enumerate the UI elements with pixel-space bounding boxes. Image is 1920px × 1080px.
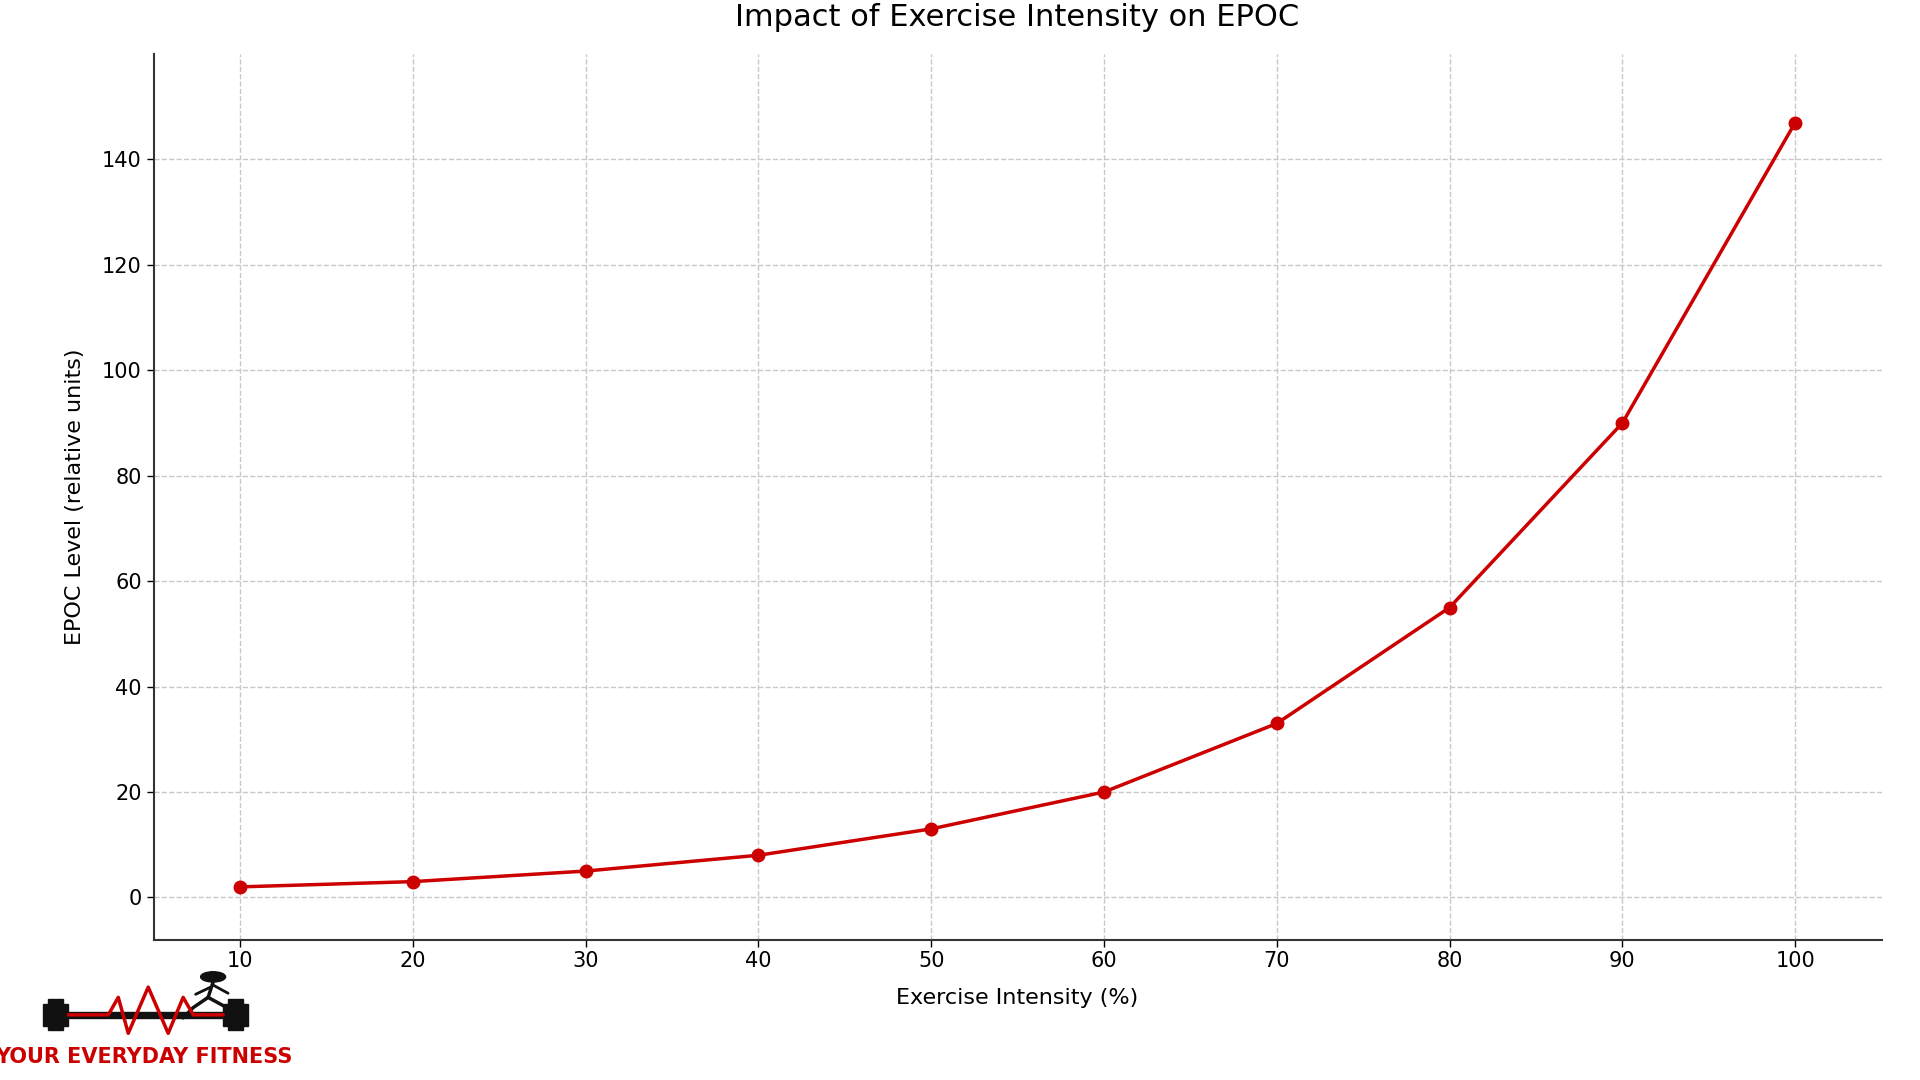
Circle shape: [202, 972, 227, 982]
Bar: [223, 1003, 248, 1026]
Title: Impact of Exercise Intensity on EPOC: Impact of Exercise Intensity on EPOC: [735, 3, 1300, 32]
X-axis label: Exercise Intensity (%): Exercise Intensity (%): [897, 988, 1139, 1008]
Bar: [48, 999, 63, 1030]
Text: YOUR EVERYDAY FITNESS: YOUR EVERYDAY FITNESS: [0, 1047, 292, 1067]
Bar: [69, 1012, 223, 1017]
Y-axis label: EPOC Level (relative units): EPOC Level (relative units): [65, 349, 84, 645]
Bar: [228, 999, 244, 1030]
Bar: [44, 1003, 69, 1026]
